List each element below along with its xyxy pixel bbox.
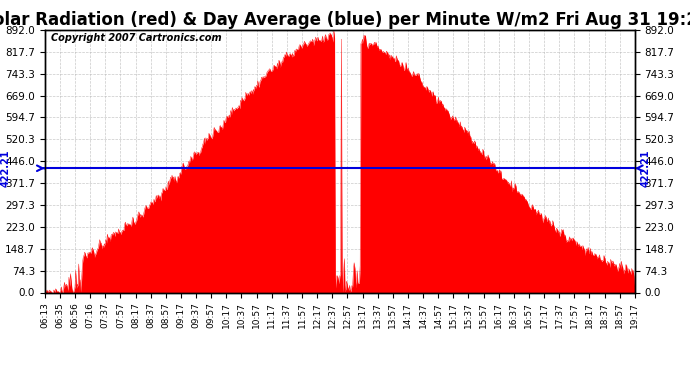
Text: Solar Radiation (red) & Day Average (blue) per Minute W/m2 Fri Aug 31 19:27: Solar Radiation (red) & Day Average (blu… (0, 11, 690, 29)
Text: Copyright 2007 Cartronics.com: Copyright 2007 Cartronics.com (51, 33, 221, 43)
Text: 422.21: 422.21 (1, 150, 10, 187)
Text: 422.21: 422.21 (640, 150, 650, 187)
